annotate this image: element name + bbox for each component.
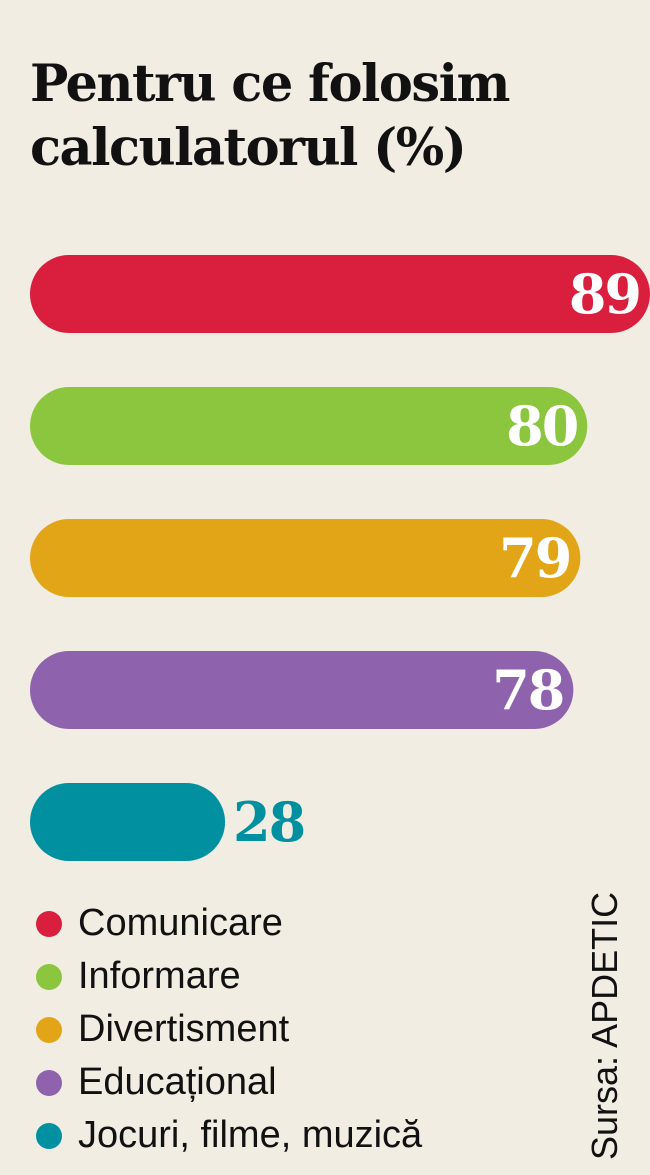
legend-label: Comunicare <box>78 902 283 944</box>
legend-dot <box>36 1069 62 1096</box>
data-label-0: 89 <box>569 262 640 326</box>
legend-item: Educațional <box>36 1056 422 1109</box>
legend-dot <box>36 910 62 937</box>
data-label-1: 80 <box>506 394 578 458</box>
legend-label: Jocuri, filme, muzică <box>78 1114 423 1156</box>
legend-item: Jocuri, filme, muzică <box>36 1109 422 1162</box>
data-label-2: 79 <box>499 526 570 590</box>
legend-label: Divertisment <box>78 1008 290 1050</box>
legend-item: Divertisment <box>36 1003 422 1056</box>
data-label-3: 78 <box>492 658 563 722</box>
legend-dot <box>36 1016 62 1043</box>
legend: Comunicare Informare Divertisment Educaț… <box>36 897 422 1162</box>
source-note: Sursa: APDETIC <box>584 891 625 1160</box>
legend-label: Informare <box>78 955 241 997</box>
legend-dot <box>36 1122 62 1149</box>
bar-4 <box>30 783 226 861</box>
bar-1 <box>30 387 588 465</box>
data-label-4: 28 <box>233 790 304 854</box>
legend-label: Educațional <box>78 1061 277 1103</box>
chart-title: Pentru ce folosim calculatorul (%) <box>30 54 510 178</box>
legend-item: Comunicare <box>36 897 422 950</box>
legend-item: Informare <box>36 950 422 1003</box>
legend-dot <box>36 963 62 990</box>
bar-0 <box>30 255 650 333</box>
bar-2 <box>30 519 581 597</box>
bar-chart: 89 80 79 78 28 <box>30 255 650 861</box>
bar-3 <box>30 651 574 729</box>
